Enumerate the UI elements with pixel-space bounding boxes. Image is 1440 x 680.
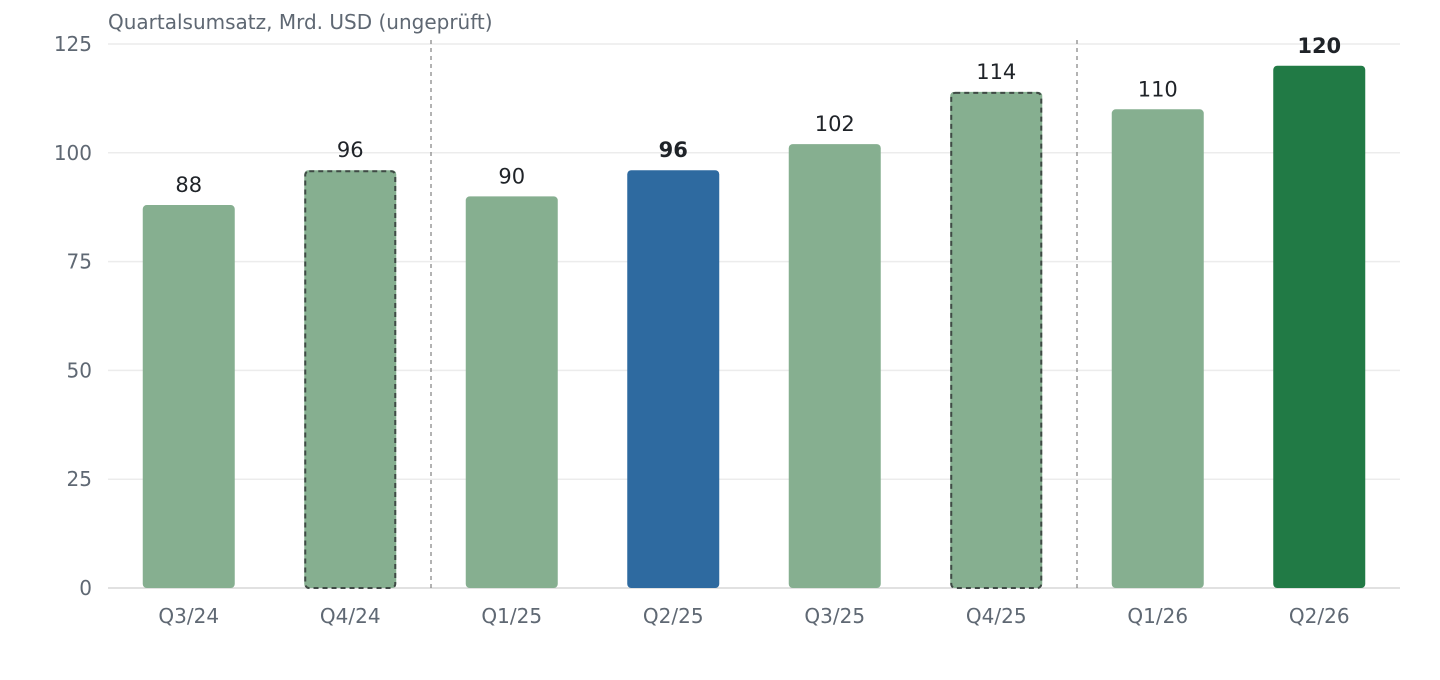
y-tick-label: 50 [67, 358, 92, 382]
bar-Q3-24[interactable] [142, 205, 235, 589]
bar-Q1-25[interactable] [465, 196, 558, 588]
bar-Q3-25[interactable] [788, 144, 881, 588]
value-label: 90 [498, 164, 525, 188]
value-label: 102 [815, 112, 855, 136]
label-layer: 0 25 50 75 100 125 88 Q3/24 96 Q4/24 90 Q1/25 96 Q2/2… [54, 32, 1350, 628]
x-tick-label: Q2/25 [643, 604, 704, 628]
y-tick-label: 100 [54, 141, 92, 165]
y-tick-label: 25 [67, 467, 92, 491]
x-tick-label: Q1/25 [481, 604, 542, 628]
value-label: 110 [1138, 77, 1178, 101]
value-label: 96 [659, 138, 688, 162]
y-tick-label: 75 [67, 250, 92, 274]
bar-Q2-25[interactable] [627, 170, 720, 588]
grid-layer [108, 40, 1400, 589]
bar-outline-Q4-25 [950, 91, 1043, 589]
value-label: 88 [175, 173, 202, 197]
value-label: 96 [337, 138, 364, 162]
y-tick-label: 0 [79, 576, 92, 600]
value-label: 114 [976, 60, 1016, 84]
bar-Q4-24[interactable] [304, 170, 397, 588]
x-tick-label: Q4/24 [320, 604, 381, 628]
x-tick-label: Q3/24 [158, 604, 219, 628]
x-tick-label: Q2/26 [1289, 604, 1350, 628]
bar-Q2-26[interactable] [1273, 65, 1366, 588]
bar-Q1-26[interactable] [1111, 109, 1204, 588]
x-tick-label: Q4/25 [966, 604, 1027, 628]
value-label: 120 [1297, 34, 1341, 58]
x-tick-label: Q3/25 [804, 604, 865, 628]
bar-layer [142, 65, 1366, 589]
chart-title: Quartalsumsatz, Mrd. USD (ungeprüft) [108, 10, 493, 34]
x-tick-label: Q1/26 [1127, 604, 1188, 628]
bar-outline-Q4-24 [304, 170, 397, 589]
bar-Q4-25[interactable] [950, 91, 1043, 588]
y-tick-label: 125 [54, 32, 92, 56]
